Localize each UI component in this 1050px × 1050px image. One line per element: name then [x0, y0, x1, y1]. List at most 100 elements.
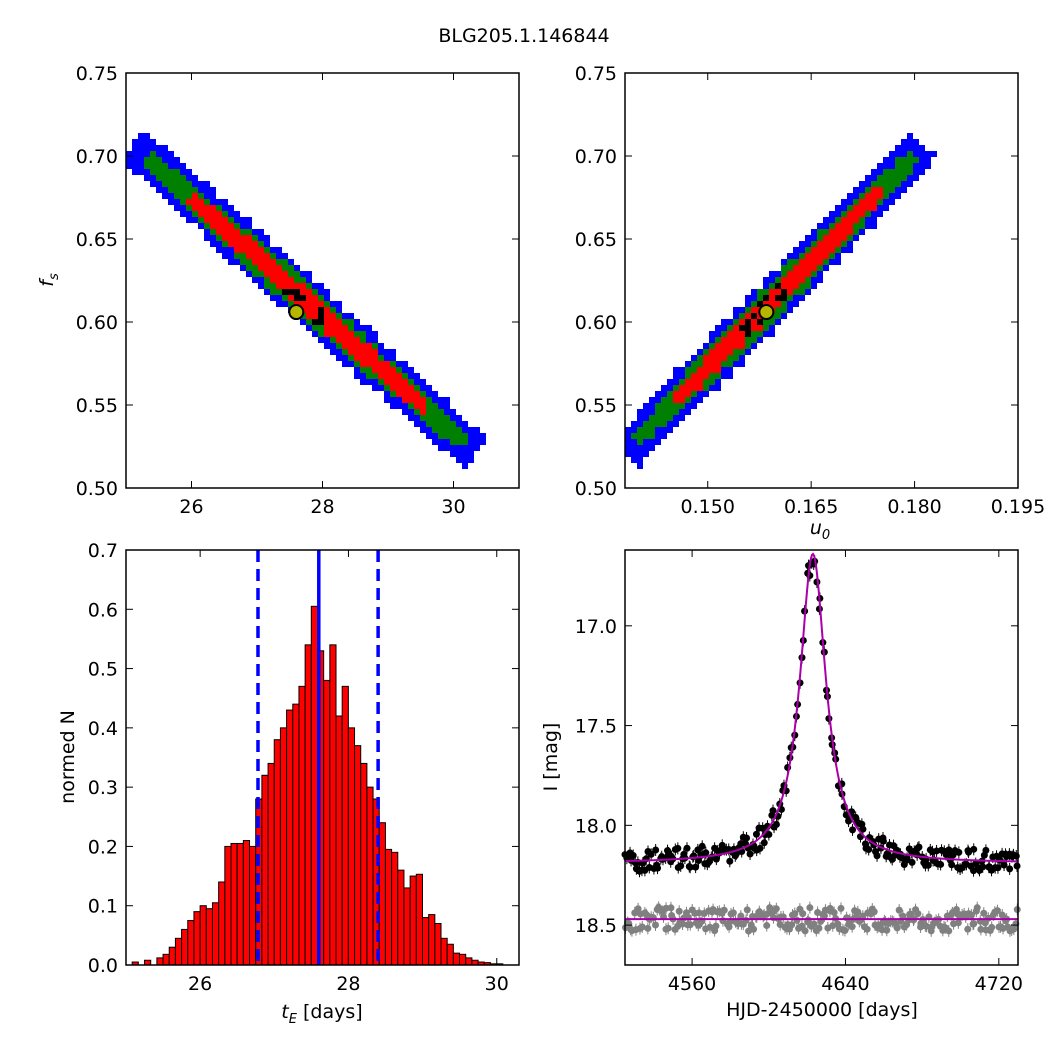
data-point: [915, 843, 923, 851]
data-point: [1000, 861, 1008, 869]
heat-cell-blue: [859, 229, 865, 235]
data-point: [698, 842, 706, 850]
heat-cell-red: [228, 223, 234, 229]
heat-cell-blue: [132, 139, 138, 145]
heat-cell-blue: [378, 343, 384, 349]
heat-cell-red: [366, 361, 372, 367]
heat-cell-green: [679, 403, 685, 409]
heat-cell-green: [144, 157, 150, 163]
residual-point: [973, 904, 981, 912]
heat-cell-red: [198, 211, 204, 217]
heat-cell-red: [739, 319, 745, 325]
heat-cell-green: [324, 301, 330, 307]
heat-cell-green: [270, 289, 276, 295]
heat-cell-green: [667, 415, 673, 421]
heat-cell-black: [318, 319, 324, 325]
heat-cell-red: [721, 355, 727, 361]
heat-cell-blue: [697, 397, 703, 403]
heat-cell-red: [811, 265, 817, 271]
heat-cell-blue: [865, 223, 871, 229]
heat-cell-red: [835, 229, 841, 235]
heat-cell-blue: [138, 133, 144, 139]
heat-cell-blue: [907, 175, 913, 181]
heat-cell-blue: [697, 391, 703, 397]
heat-cell-green: [288, 301, 294, 307]
heat-cell-blue: [895, 145, 901, 151]
heat-cell-red: [222, 235, 228, 241]
heat-cell-red: [336, 331, 342, 337]
heat-cell-blue: [198, 181, 204, 187]
heat-cell-green: [198, 217, 204, 223]
heat-cell-red: [210, 205, 216, 211]
heat-cell-blue: [246, 223, 252, 229]
y-tick-label: 0.65: [76, 229, 118, 251]
heat-cell-blue: [727, 319, 733, 325]
heat-cell-blue: [336, 355, 342, 361]
data-point: [769, 807, 777, 815]
heat-cell-blue: [144, 175, 150, 181]
heat-cell-blue: [931, 151, 937, 157]
heat-cell-green: [865, 187, 871, 193]
heat-cell-red: [372, 349, 378, 355]
heat-cell-red: [829, 247, 835, 253]
heat-cell-blue: [264, 241, 270, 247]
heat-cell-green: [655, 421, 661, 427]
heat-cell-green: [691, 367, 697, 373]
heat-cell-red: [216, 217, 222, 223]
heat-cell-green: [715, 373, 721, 379]
data-point: [945, 846, 953, 854]
heat-cell-blue: [877, 211, 883, 217]
heat-cell-blue: [757, 337, 763, 343]
heat-cell-green: [709, 373, 715, 379]
residual-point: [980, 909, 988, 917]
heat-cell-green: [354, 361, 360, 367]
heat-cell-red: [330, 319, 336, 325]
heat-cell-blue: [270, 247, 276, 253]
heat-cell-blue: [192, 175, 198, 181]
heat-cell-green: [348, 355, 354, 361]
heat-cell-green: [889, 169, 895, 175]
heat-cell-blue: [372, 379, 378, 385]
heat-cell-red: [799, 259, 805, 265]
heat-cell-green: [709, 343, 715, 349]
heat-cell-blue: [883, 163, 889, 169]
heat-cell-black: [763, 295, 769, 301]
heat-cell-green: [817, 235, 823, 241]
y-tick-label: 0.70: [76, 146, 118, 168]
heat-cell-green: [751, 337, 757, 343]
heat-cell-blue: [901, 145, 907, 151]
heat-cell-red: [336, 325, 342, 331]
heat-cell-blue: [330, 301, 336, 307]
heat-cell-green: [342, 349, 348, 355]
heat-cell-blue: [396, 397, 402, 403]
residual-point: [799, 910, 807, 918]
y-tick-label: 0.3: [88, 777, 118, 799]
heat-cell-blue: [913, 151, 919, 157]
heat-cell-red: [264, 253, 270, 259]
heat-cell-blue: [444, 397, 450, 403]
heat-cell-blue: [733, 307, 739, 313]
heat-cell-green: [414, 385, 420, 391]
heat-cell-red: [264, 259, 270, 265]
heat-cell-blue: [901, 187, 907, 193]
heat-cell-blue: [432, 439, 438, 445]
heat-cell-blue: [144, 169, 150, 175]
data-point: [746, 850, 754, 858]
heat-cell-blue: [138, 151, 144, 157]
heat-cell-red: [306, 307, 312, 313]
heat-cell-blue: [835, 259, 841, 265]
heat-cell-blue: [913, 163, 919, 169]
residual-point: [998, 911, 1006, 919]
heat-cell-blue: [811, 229, 817, 235]
heat-cell-blue: [204, 193, 210, 199]
heat-cell-green: [661, 421, 667, 427]
heat-cell-green: [336, 343, 342, 349]
heat-cell-red: [294, 283, 300, 289]
heat-cell-black: [318, 307, 324, 313]
heat-cell-blue: [631, 439, 637, 445]
heat-cell-green: [456, 439, 462, 445]
heat-cell-green: [745, 343, 751, 349]
heat-cell-blue: [679, 415, 685, 421]
heat-cell-green: [186, 205, 192, 211]
heat-cell-blue: [631, 421, 637, 427]
